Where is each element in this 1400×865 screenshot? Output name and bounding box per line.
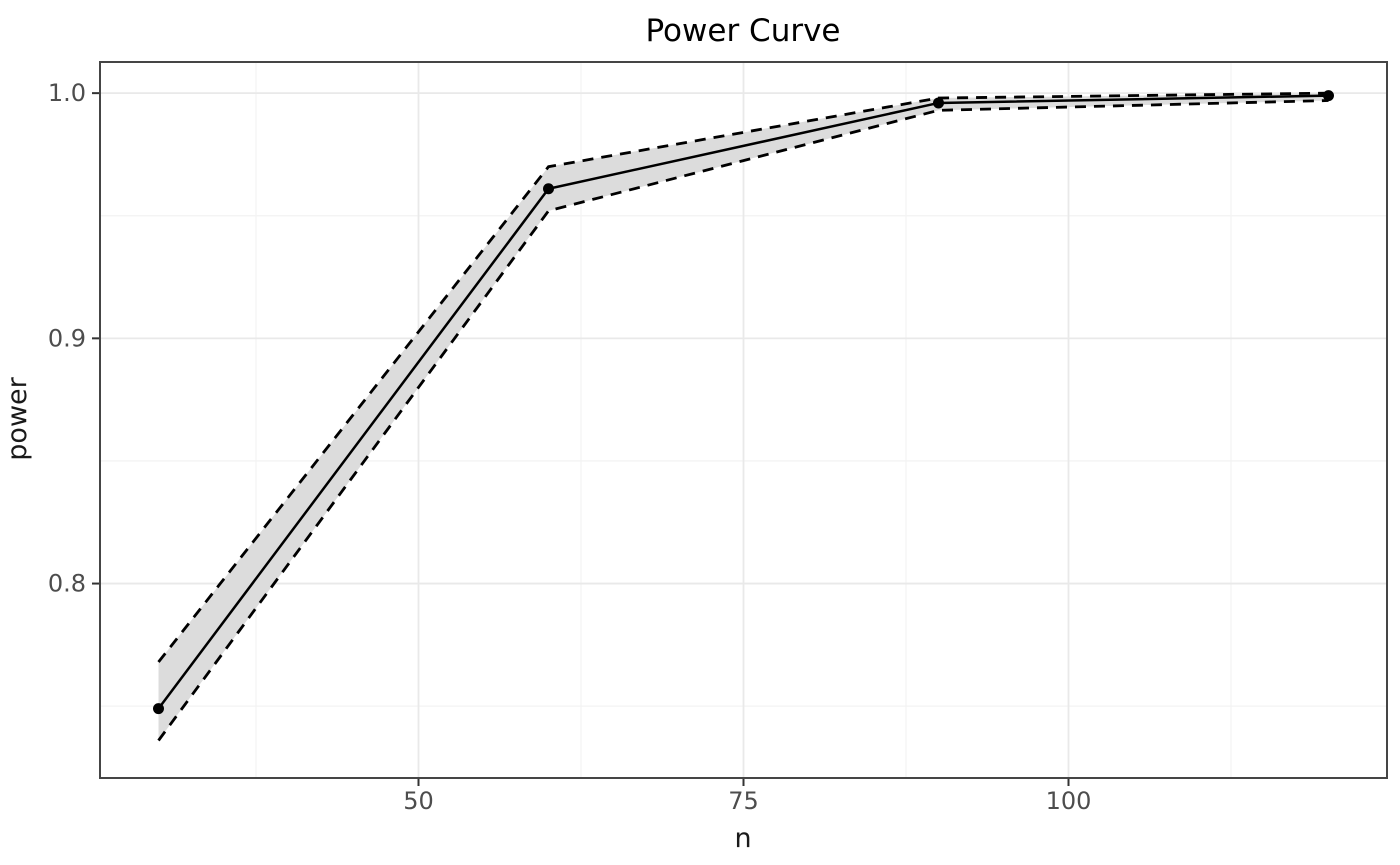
axes-layer: 50 75 100 0.8 0.9 1.0: [48, 61, 1388, 815]
x-tick-label: 100: [1046, 787, 1092, 815]
chart-title: Power Curve: [645, 13, 840, 49]
x-tick-label: 50: [403, 787, 434, 815]
ci-upper-dashed-line: [157, 91, 1329, 663]
gridlines-layer: [100, 62, 1387, 778]
y-tick-label: 0.8: [48, 570, 86, 598]
data-point: [933, 97, 944, 109]
data-point: [153, 703, 164, 715]
panel-border: [99, 61, 1388, 779]
data-point: [543, 183, 554, 195]
ci-lower-dashed-line: [157, 99, 1329, 742]
data-layer: [153, 90, 1334, 742]
y-tick-label: 0.9: [48, 324, 86, 352]
ci-ribbon: [158, 93, 1329, 741]
power-line: [157, 94, 1329, 710]
y-tick-label: 1.0: [48, 79, 86, 107]
x-tick-label: 75: [728, 787, 759, 815]
x-axis-title: n: [734, 823, 751, 854]
y-axis-title: power: [2, 376, 33, 460]
data-point: [1323, 90, 1334, 102]
